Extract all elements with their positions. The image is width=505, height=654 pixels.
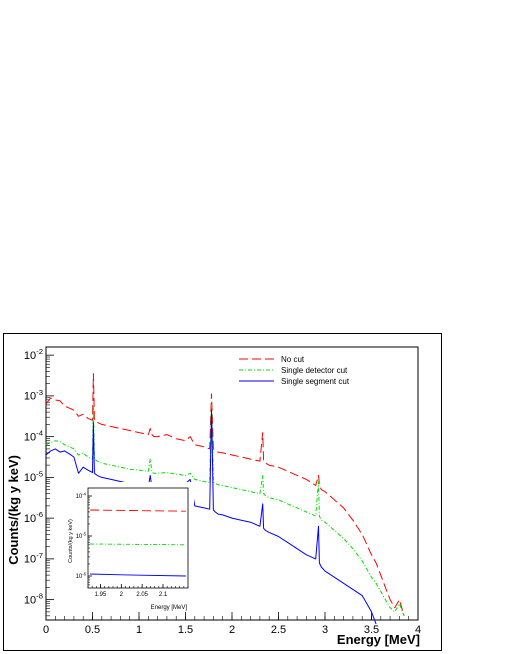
x-tick-label: 2.05 [136, 592, 148, 598]
y-tick-label: 10-2 [24, 347, 43, 362]
legend: No cut Single detector cut Single segmen… [239, 355, 350, 386]
y-tick-label: 10-8 [24, 592, 43, 607]
x-tick-label: 0 [43, 624, 49, 636]
series-line-single-detector-cut [90, 543, 186, 546]
legend-label-no-cut: No cut [281, 355, 305, 364]
series-line-single-segment-cut [90, 573, 186, 577]
main-x-axis-label: Energy [MeV] [337, 632, 420, 647]
legend-label-single-detector-cut: Single detector cut [281, 366, 348, 375]
chart-frame [3, 333, 442, 651]
x-tick-label: 2.5 [271, 624, 286, 636]
series-line-no-cut [45, 373, 405, 617]
inset-y-ticks: 10-6 10-5 10-4 [76, 491, 92, 586]
x-tick-label: 3 [322, 624, 328, 636]
inset-plot: 1.95 2 2.05 2.1 10-6 10-5 10-4 Energy [MeV] C… [67, 482, 194, 611]
y-tick-label: 10-4 [24, 429, 44, 444]
inset-x-ticks: 1.95 2 2.05 2.1 [87, 584, 189, 598]
main-x-ticks: 0 0.5 1 1.5 2 2.5 3 3.5 4 [43, 612, 421, 636]
main-y-axis-label: Counts/(kg y keV) [6, 455, 21, 565]
y-tick-label: 10-7 [24, 551, 43, 566]
x-tick-label: 3.5 [364, 624, 379, 636]
y-tick-label: 10-5 [76, 531, 87, 540]
legend-item-no-cut: No cut [239, 355, 305, 364]
legend-label-single-segment-cut: Single segment cut [281, 377, 350, 386]
y-tick-label: 10-6 [24, 510, 43, 525]
main-y-ticks: 10-8 10-7 10-6 10-5 10-4 10-3 10-2 [24, 347, 54, 617]
main-plot: 0 0.5 1 1.5 2 2.5 3 3.5 4 10-810-710-610-510-410… [6, 346, 421, 647]
inset-background [67, 482, 194, 602]
y-tick-label: 10-6 [76, 571, 87, 580]
inset-series [90, 509, 186, 577]
legend-item-single-detector-cut: Single detector cut [239, 366, 348, 375]
y-tick-label: 10-5 [24, 469, 43, 484]
x-tick-label: 1 [136, 624, 142, 636]
x-tick-label: 2.1 [159, 592, 168, 598]
inset-y-axis-label: Counts/(kg y keV) [68, 519, 74, 563]
inset-x-axis-label: Energy [MeV] [151, 605, 188, 611]
y-tick-label: 10-4 [76, 491, 87, 500]
x-tick-label: 2 [229, 624, 235, 636]
legend-item-single-segment-cut: Single segment cut [239, 377, 350, 386]
x-tick-label: 2 [120, 592, 124, 598]
main-series [45, 373, 405, 625]
x-tick-label: 1.95 [95, 592, 107, 598]
x-tick-label: 0.5 [85, 624, 100, 636]
y-tick-label: 10-3 [24, 388, 43, 403]
series-line-no-cut [90, 509, 186, 512]
x-tick-label: 1.5 [178, 624, 193, 636]
series-line-single-segment-cut [45, 409, 377, 625]
x-tick-label: 4 [415, 624, 421, 636]
